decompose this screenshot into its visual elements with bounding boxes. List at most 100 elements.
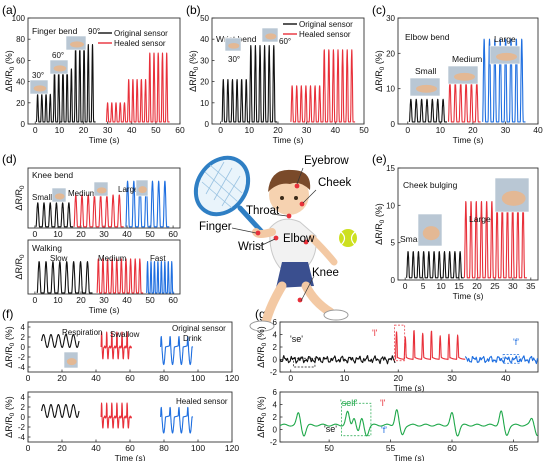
x-tick-label-c: 0 [405, 125, 410, 135]
x-tick-label-a: 50 [151, 125, 161, 135]
series-line-g1-2 [464, 355, 539, 365]
x-tick-label-d2: 30 [99, 295, 109, 305]
photo-finger-60 [49, 59, 69, 75]
series-line-f1-0 [41, 334, 80, 348]
x-tick-label-b: 50 [359, 125, 369, 135]
legend-original-b: Original sensor [299, 20, 353, 29]
y-tick-label-g2: 4 [273, 401, 278, 410]
chart-a: 0 10 20 30 40 50 60 0 20 40 60 80 100 Time (s) ΔR/R0 (… [4, 14, 185, 145]
x-tick-label-f1: 80 [159, 373, 169, 383]
y-tick-label-b: 40 [200, 35, 209, 44]
y-axis-label-c: ΔR/R0 (%) [374, 50, 386, 92]
y-tick-label-a: 20 [16, 99, 25, 108]
label-cheek: Cheek [318, 177, 351, 189]
x-tick-label-f1: 20 [57, 373, 67, 383]
series-line-g1-1 [395, 330, 466, 361]
y-tick-label-f1: 0 [21, 343, 26, 352]
y-tick-label-g1: -2 [270, 368, 278, 377]
label-elbow: Elbow [283, 233, 315, 245]
x-tick-label-a: 30 [103, 125, 113, 135]
annotation-respiration: Respiration [62, 328, 102, 337]
x-axis-label-c: Time (s) [453, 135, 484, 145]
y-tick-label-c: 0 [391, 120, 396, 129]
plot-frame-b [211, 17, 365, 125]
series-line-f2-0 [41, 404, 80, 418]
series-line-f1-1 [100, 331, 133, 360]
x-axis-label-d2: Time (s) [89, 305, 120, 315]
x-tick-label-b: 10 [245, 125, 255, 135]
x-tick-label-g2: 60 [447, 443, 457, 453]
annotation-medium-c: Medium [452, 54, 482, 64]
x-tick-label-d1: 0 [33, 229, 38, 239]
x-tick-label-c: 30 [501, 125, 511, 135]
y-tick-label-g2: 2 [273, 413, 278, 422]
panel-label-c: (c) [372, 3, 386, 17]
y-tick-label-g2: 0 [273, 426, 278, 435]
y-tick-label-e: 15 [386, 164, 395, 173]
y-tick-label-g1: 2 [273, 343, 278, 352]
x-tick-label-f2: 0 [26, 443, 31, 453]
series-line-f2-1 [100, 402, 133, 429]
x-axis-label-g1: Time (s) [394, 383, 425, 393]
annotation-medium-walk: Medium [98, 254, 127, 263]
dashed-box-self [341, 402, 372, 437]
x-tick-label-c: 20 [468, 125, 478, 135]
x-tick-label-g2: 55 [386, 443, 396, 453]
x-tick-label-f1: 120 [225, 373, 239, 383]
x-tick-label-d1: 40 [122, 229, 132, 239]
annotation-large-d: Large [118, 185, 139, 194]
tennis-player-illustration: Eyebrow Cheek Throat Finger Wrist Elbow … [193, 155, 357, 332]
x-tick-label-d2: 20 [76, 295, 86, 305]
y-tick-label-f2: -4 [18, 433, 26, 442]
series-line-d1-0 [35, 202, 74, 228]
x-tick-label-a: 0 [33, 125, 38, 135]
series-line-d1-2 [125, 180, 170, 228]
photo-cheek-small [417, 213, 443, 247]
x-tick-label-d1: 20 [76, 229, 86, 239]
photo-knee-small [51, 187, 67, 203]
series-line-f1-2 [160, 335, 194, 366]
plot-frame-c [397, 17, 539, 125]
annotation-large-c: Large [494, 34, 516, 44]
photo-throat [63, 351, 79, 369]
annotation-l-g2: 'l' [380, 398, 386, 408]
y-tick-label-b: 30 [200, 56, 209, 65]
annotation-se-g2: 'se' [324, 424, 337, 434]
y-tick-label-e: 10 [386, 201, 395, 210]
x-tick-label-e: 0 [403, 281, 408, 291]
x-axis-label-g2: Time (s) [394, 453, 425, 461]
photo-finger-90 [65, 35, 87, 51]
annotation-slow: Slow [50, 254, 68, 263]
photo-cheek-large [494, 177, 530, 213]
y-axis-label-f1: ΔR/R0 (%) [4, 326, 16, 368]
x-tick-label-b: 20 [273, 125, 283, 135]
annotation-small-e: Small [400, 234, 421, 244]
x-tick-label-e: 20 [472, 281, 482, 291]
y-axis-label-g2: ΔR/R0 (%) [256, 396, 268, 438]
annotation-fast: Fast [150, 254, 166, 263]
title-a: Finger bend [32, 26, 78, 36]
y-tick-label-f2: 0 [21, 413, 26, 422]
label-throat: Throat [246, 205, 280, 217]
x-tick-label-f1: 60 [125, 373, 135, 383]
x-tick-label-e: 15 [454, 281, 464, 291]
x-tick-label-d2: 50 [145, 295, 155, 305]
x-axis-label-f2: Time (s) [115, 453, 146, 461]
y-tick-label-a: 60 [16, 56, 25, 65]
panel-label-f: (f) [2, 307, 13, 321]
tennis-ball-icon [339, 229, 357, 247]
photo-knee-large [135, 179, 149, 197]
chart-c: 0 10 20 30 40 0 10 20 30 Time (s) ΔR/R0 (%) Elbow b… [374, 14, 543, 145]
y-tick-label-e: 5 [391, 239, 396, 248]
annotation-original-sensor: Original sensor [172, 324, 226, 333]
y-tick-label-g1: 0 [273, 356, 278, 365]
photo-elbow-medium [447, 65, 479, 85]
label-wrist: Wrist [238, 241, 265, 253]
